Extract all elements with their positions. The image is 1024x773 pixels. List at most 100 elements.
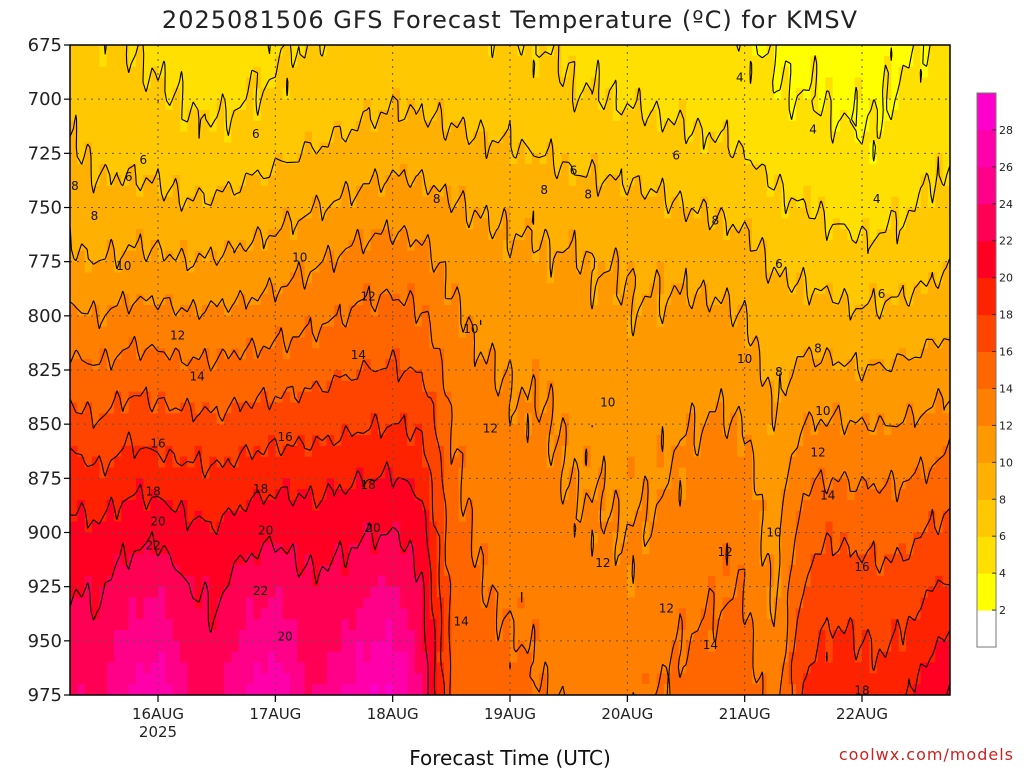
heat-cell <box>444 489 452 501</box>
heat-cell <box>649 391 658 404</box>
heat-cell <box>766 66 775 79</box>
heat-cell <box>238 305 247 317</box>
heat-cell <box>700 337 709 349</box>
heat-cell <box>788 142 797 154</box>
heat-cell <box>136 153 144 165</box>
heat-cell <box>532 99 540 111</box>
heat-cell <box>708 261 716 274</box>
heat-cell <box>884 391 892 404</box>
heat-cell <box>70 153 78 165</box>
heat-cell <box>392 45 401 57</box>
heat-cell <box>187 294 196 306</box>
heat-cell <box>774 66 782 79</box>
heat-cell <box>392 110 401 122</box>
heat-cell <box>774 359 782 371</box>
heat-cell <box>803 478 812 490</box>
heat-cell <box>715 142 724 154</box>
heat-cell <box>128 175 137 187</box>
heat-cell <box>840 359 848 371</box>
heat-cell <box>708 164 716 176</box>
heat-cell <box>194 153 203 165</box>
heat-cell <box>510 467 518 479</box>
heat-cell <box>649 283 658 295</box>
heat-cell <box>605 359 614 371</box>
heat-cell <box>282 240 291 252</box>
heat-cell <box>605 218 614 230</box>
heat-cell <box>488 88 496 100</box>
heat-cell <box>818 66 826 79</box>
heat-cell <box>231 229 240 241</box>
heat-cell <box>788 131 797 144</box>
heat-cell <box>370 229 379 241</box>
heat-cell <box>238 294 247 306</box>
heat-cell <box>906 120 914 133</box>
heat-cell <box>77 359 86 371</box>
heat-cell <box>290 45 298 57</box>
heat-cell <box>546 359 555 371</box>
heat-cell <box>158 435 166 447</box>
heat-cell <box>216 229 225 241</box>
heat-cell <box>818 315 826 328</box>
heat-cell <box>590 88 599 100</box>
heat-cell <box>634 120 643 133</box>
heat-cell <box>752 196 760 209</box>
heat-cell <box>326 467 335 479</box>
heat-cell <box>304 272 313 284</box>
heat-cell <box>282 489 291 501</box>
heat-cell <box>414 413 423 425</box>
heat-cell <box>326 77 335 89</box>
heat-cell <box>920 283 929 295</box>
heat-cell <box>77 229 86 241</box>
heat-cell <box>473 196 482 209</box>
heat-cell <box>678 315 687 328</box>
heat-cell <box>341 294 350 306</box>
heat-cell <box>392 207 401 219</box>
heat-cell <box>172 380 181 393</box>
heat-cell <box>671 175 680 187</box>
heat-cell <box>913 45 922 57</box>
heat-cell <box>92 489 100 501</box>
heat-cell <box>370 99 379 111</box>
heat-cell <box>854 283 863 295</box>
heat-cell <box>612 120 621 133</box>
heat-cell <box>319 467 328 479</box>
heat-cell <box>744 131 753 144</box>
heat-cell <box>348 99 357 111</box>
heat-cell <box>385 196 394 209</box>
heat-cell <box>737 294 746 306</box>
heat-cell <box>319 413 328 425</box>
heat-cell <box>840 391 848 404</box>
heat-cell <box>744 45 753 57</box>
heat-cell <box>466 402 474 414</box>
heat-cell <box>774 164 782 176</box>
heat-cell <box>825 218 834 230</box>
heat-cell <box>876 402 885 414</box>
heat-cell <box>561 326 570 339</box>
heat-cell <box>216 478 225 490</box>
heat-cell <box>488 315 496 328</box>
heat-cell <box>444 402 452 414</box>
heat-cell <box>341 348 350 360</box>
heat-cell <box>737 391 746 404</box>
heat-cell <box>810 120 819 133</box>
heat-cell <box>884 283 892 295</box>
heat-cell <box>114 391 122 404</box>
heat-cell <box>216 283 225 295</box>
heat-cell <box>568 445 577 458</box>
heat-cell <box>290 445 298 458</box>
heat-cell <box>297 142 306 154</box>
heat-cell <box>246 196 254 209</box>
heat-cell <box>766 110 775 122</box>
heat-cell <box>458 315 467 328</box>
heat-cell <box>598 250 606 263</box>
heat-cell <box>407 218 416 230</box>
heat-cell <box>268 348 276 360</box>
heat-cell <box>766 229 775 241</box>
heat-cell <box>378 261 386 274</box>
heat-cell <box>150 272 159 284</box>
heat-cell <box>759 110 768 122</box>
heat-cell <box>378 99 386 111</box>
heat-cell <box>106 294 115 306</box>
heat-cell <box>774 142 782 154</box>
heat-cell <box>788 207 797 219</box>
